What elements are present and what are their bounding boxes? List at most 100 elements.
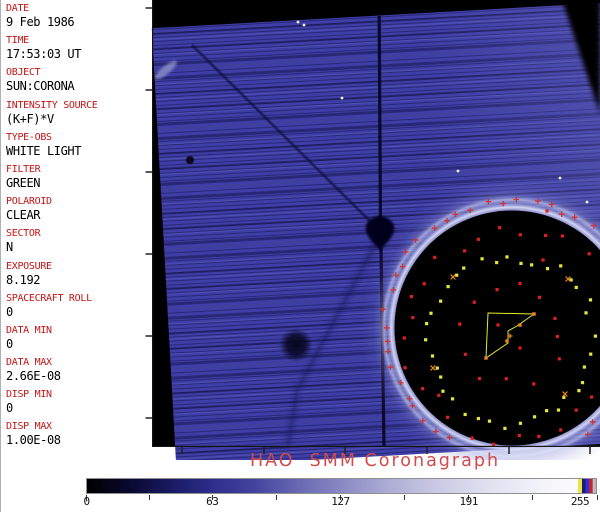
yellow-ring-dot bbox=[532, 415, 537, 419]
yellow-ring-dot bbox=[450, 397, 455, 401]
yellow-ring-dot bbox=[588, 298, 593, 302]
white-speck bbox=[456, 169, 460, 173]
red-dot bbox=[541, 258, 545, 262]
colorbar-tick bbox=[468, 494, 470, 500]
metadata-value: 2.66E-08 bbox=[6, 369, 61, 384]
inner-red-dot bbox=[532, 382, 536, 386]
white-speck bbox=[296, 20, 300, 24]
metadata-field: TYPE-OBS WHITE LIGHT bbox=[6, 132, 148, 164]
rim-plus-marker bbox=[409, 403, 416, 409]
outer-red-dot bbox=[498, 226, 502, 230]
outer-red-dot bbox=[422, 282, 426, 286]
rim-plus-marker bbox=[500, 200, 507, 207]
outer-red-dot bbox=[587, 252, 591, 256]
colorbar-tick bbox=[532, 494, 534, 500]
left-axis-tick bbox=[145, 253, 152, 255]
outer-red-dot bbox=[437, 393, 441, 397]
polygon-vertex-dot bbox=[518, 323, 522, 327]
orange-x-marker bbox=[450, 274, 456, 280]
inner-red-dot bbox=[504, 377, 508, 381]
metadata-field: FILTER GREEN bbox=[6, 164, 148, 196]
rim-plus-marker bbox=[548, 201, 555, 208]
colorbar-tick bbox=[85, 494, 87, 500]
bottom-axis-tick bbox=[508, 447, 510, 454]
red-dot bbox=[518, 346, 522, 350]
colorbar-tick-label: 191 bbox=[459, 495, 479, 508]
yellow-ring-dot bbox=[463, 412, 467, 417]
metadata-field: DISP MAX 1.00E-08 bbox=[6, 421, 148, 453]
yellow-ring-dot bbox=[480, 257, 484, 261]
rim-plus-marker bbox=[444, 217, 450, 224]
inner-red-dot bbox=[518, 281, 522, 286]
inner-red-dot bbox=[553, 316, 557, 321]
rim-plus-marker bbox=[420, 418, 426, 424]
colorbar-tick bbox=[211, 494, 213, 500]
rim-plus-marker bbox=[590, 222, 597, 229]
white-speck bbox=[585, 200, 589, 204]
yellow-ring-dot bbox=[462, 266, 466, 270]
plot-title: HAO SMM Coronagraph bbox=[249, 451, 501, 471]
yellow-ring-dot bbox=[495, 260, 499, 265]
yellow-ring-dot bbox=[518, 421, 523, 425]
yellow-ring-dot bbox=[544, 409, 549, 413]
left-axis-tick bbox=[145, 335, 152, 337]
white-speck bbox=[340, 96, 344, 100]
outer-red-dot bbox=[411, 315, 415, 320]
orange-x-marker bbox=[565, 276, 571, 282]
window-left-edge bbox=[0, 0, 1, 512]
metadata-label: DATA MAX bbox=[6, 357, 52, 369]
metadata-label: TYPE-OBS bbox=[6, 131, 52, 143]
metadata-field: DATA MAX 2.66E-08 bbox=[6, 357, 148, 389]
left-axis-tick bbox=[145, 7, 152, 9]
metadata-label: DATE bbox=[6, 3, 29, 14]
metadata-field: EXPOSURE 8.192 bbox=[6, 261, 148, 293]
yellow-ring-dot bbox=[519, 261, 523, 266]
yellow-ring-dot bbox=[446, 284, 450, 289]
metadata-label: TIME bbox=[6, 35, 29, 47]
diagonal-streak bbox=[191, 44, 378, 229]
metadata-label: DATA MIN bbox=[6, 324, 52, 336]
metadata-label: EXPOSURE bbox=[6, 260, 52, 272]
metadata-value: 0 bbox=[6, 304, 13, 319]
rim-plus-marker bbox=[433, 428, 439, 435]
dark-spot bbox=[186, 156, 194, 164]
outer-red-dot bbox=[559, 428, 563, 432]
metadata-field: POLAROID CLEAR bbox=[6, 196, 148, 228]
outer-red-dot bbox=[537, 434, 541, 439]
rim-plus-marker bbox=[383, 325, 390, 331]
inner-red-dot bbox=[557, 357, 561, 361]
yellow-ring-dot bbox=[569, 278, 573, 282]
dark-spot bbox=[279, 328, 313, 362]
metadata-value: 0 bbox=[6, 401, 13, 416]
yellow-ring-dot bbox=[574, 285, 578, 290]
metadata-label: INTENSITY SOURCE bbox=[6, 99, 98, 111]
yellow-ring-dot bbox=[580, 381, 585, 385]
outer-red-dot bbox=[590, 395, 594, 399]
colorbar-tick-label: 63 bbox=[206, 495, 219, 508]
yellow-ring-dot bbox=[505, 255, 509, 259]
colorbar-tick-label: 255 bbox=[570, 495, 590, 508]
rim-plus-marker bbox=[399, 263, 406, 270]
metadata-field: TIME 17:53:03 UT bbox=[6, 35, 148, 67]
bottom-axis-tick bbox=[426, 447, 428, 454]
metadata-field: DATE 9 Feb 1986 bbox=[6, 3, 148, 35]
yellow-ring-dot bbox=[584, 311, 588, 315]
yellow-ring-dot bbox=[476, 416, 480, 421]
rim-plus-marker bbox=[467, 207, 474, 214]
rim-plus-marker bbox=[558, 211, 565, 217]
outer-red-dot bbox=[543, 233, 548, 238]
rim-plus-marker bbox=[452, 211, 459, 218]
metadata-value: (K+F)*V bbox=[6, 111, 54, 126]
rim-plus-marker bbox=[485, 198, 492, 205]
metadata-value: 9 Feb 1986 bbox=[6, 15, 75, 29]
metadata-label: FILTER bbox=[6, 163, 41, 175]
orange-x-marker bbox=[430, 365, 436, 371]
inner-red-dot bbox=[472, 300, 476, 304]
outer-red-dot bbox=[560, 234, 564, 238]
colorbar-tick-label: 127 bbox=[331, 495, 350, 508]
outer-red-dot bbox=[421, 387, 425, 391]
left-axis-tick bbox=[145, 417, 152, 419]
yellow-ring-dot bbox=[562, 395, 566, 400]
rim-plus-marker bbox=[584, 431, 591, 438]
colorbar-tick bbox=[596, 494, 598, 500]
